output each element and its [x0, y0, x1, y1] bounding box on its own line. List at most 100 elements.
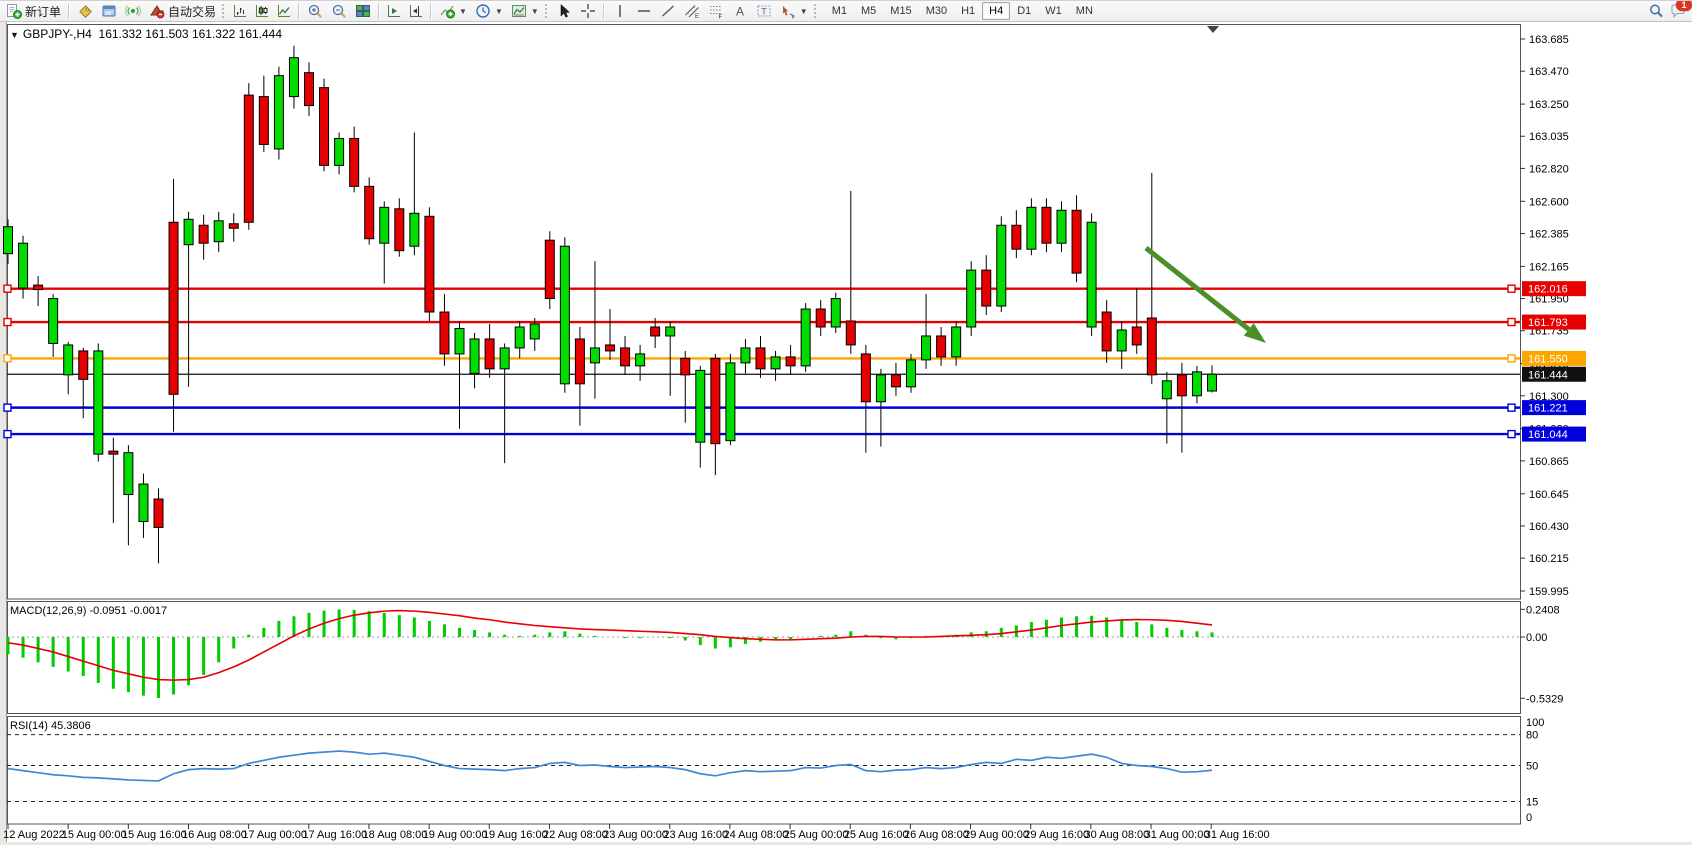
rsi-axis-label: 100: [1526, 717, 1544, 729]
timeframe-w1-button[interactable]: W1: [1045, 5, 1062, 17]
level-line-handle[interactable]: [3, 317, 12, 327]
auto-trading-button[interactable]: 自动交易: [145, 2, 220, 20]
chart-shift-button[interactable]: [405, 2, 427, 20]
candle-bearish: [1146, 317, 1157, 376]
tile-windows-button[interactable]: [351, 2, 375, 20]
candle-bearish: [981, 269, 992, 307]
channel-tool-button[interactable]: E: [680, 2, 704, 20]
chart-window[interactable]: 163.685 163.470 163.250 163.035 162.820 162.6…: [0, 22, 1692, 845]
time-axis-label: 16 Aug 08:00: [182, 829, 247, 841]
trendline-tool-button[interactable]: [656, 2, 680, 20]
symbol-period: GBPJPY-,H4: [22, 27, 92, 41]
notifications-button[interactable]: 1: [1670, 1, 1692, 19]
time-axis-label: 15 Aug 00:00: [62, 829, 127, 841]
chart-shift-marker-icon[interactable]: [1207, 26, 1219, 33]
bar-chart-mode-button[interactable]: [229, 2, 251, 20]
level-line-handle[interactable]: [1507, 354, 1516, 363]
level-price-tag: [1522, 400, 1586, 416]
level-line-handle[interactable]: [3, 403, 12, 412]
rsi-pane[interactable]: [7, 716, 1521, 825]
auto-trading-label: 自动交易: [168, 4, 217, 19]
candle-bullish: [559, 245, 570, 385]
time-axis-label: 25 Aug 16:00: [844, 829, 909, 841]
data-window-button[interactable]: [97, 2, 121, 20]
level-line-handle[interactable]: [3, 354, 12, 363]
level-line-handle[interactable]: [1507, 429, 1516, 439]
toolbar-grip[interactable]: [222, 4, 227, 18]
candle-bearish: [710, 357, 721, 445]
candle-bullish: [770, 356, 781, 370]
timeframe-m5-button[interactable]: M5: [861, 5, 877, 17]
toolbar-grip[interactable]: [544, 4, 550, 18]
timeframe-h4-button[interactable]: H4: [982, 2, 1011, 20]
collapse-triangle-icon[interactable]: ▼: [10, 30, 19, 40]
level-line-handle[interactable]: [1507, 284, 1516, 293]
timeframe-group: M1 M5 M15 M30 H1 H4 D1 W1 MN: [825, 2, 1100, 20]
timeframe-m30-button[interactable]: M30: [925, 5, 948, 17]
crosshair-tool-button[interactable]: [576, 2, 600, 20]
timeframe-mn-button[interactable]: MN: [1075, 5, 1093, 17]
market-watch-button[interactable]: [73, 2, 97, 20]
timeframe-m1-button[interactable]: M1: [831, 5, 847, 17]
clock-icon: [476, 4, 490, 18]
new-order-button[interactable]: 新订单: [2, 2, 65, 20]
fibonacci-tool-button[interactable]: F: [704, 2, 728, 20]
candle-bearish: [198, 224, 209, 244]
level-line-handle[interactable]: [1507, 403, 1516, 412]
macd-indicator-label: MACD(12,26,9) -0.0951 -0.0017: [10, 605, 168, 617]
zoom-out-button[interactable]: [327, 2, 351, 20]
candle-bullish: [1207, 373, 1217, 392]
vertical-line-tool-button[interactable]: [608, 2, 632, 20]
horizontal-line-tool-button[interactable]: [632, 2, 656, 20]
zoom-in-button[interactable]: [303, 2, 327, 20]
search-icon[interactable]: [1648, 3, 1664, 19]
zoom-out-icon: [332, 4, 346, 18]
signals-button[interactable]: [121, 2, 145, 20]
toolbar-grip[interactable]: [813, 4, 819, 18]
time-axis-label: 29 Aug 00:00: [964, 829, 1029, 841]
arrows-tool-button[interactable]: ▼: [776, 2, 812, 20]
candle-bullish: [1191, 371, 1202, 397]
vertical-line-icon: [619, 5, 621, 17]
candle-bearish: [319, 87, 330, 166]
time-axis-label: 25 Aug 00:00: [784, 829, 849, 841]
price-pane[interactable]: [7, 24, 1521, 600]
time-axis-label: 19 Aug 16:00: [483, 829, 548, 841]
level-line-handle[interactable]: [3, 284, 12, 293]
text-label-tool-button[interactable]: T: [752, 2, 776, 20]
periods-button[interactable]: ▼: [471, 2, 507, 20]
auto-scroll-button[interactable]: [383, 2, 405, 20]
macd-pane[interactable]: [7, 601, 1521, 714]
cursor-tool-button[interactable]: [552, 2, 576, 20]
timeframe-d1-button[interactable]: D1: [1017, 5, 1032, 17]
candle-bullish: [951, 326, 962, 358]
timeframe-h1-button[interactable]: H1: [961, 5, 976, 17]
level-line-handle[interactable]: [3, 429, 12, 439]
price-axis-label: 160.865: [1529, 456, 1569, 468]
candle-bearish: [1011, 224, 1022, 250]
price-axis-label: 160.430: [1529, 521, 1569, 533]
level-price-tag: [1522, 350, 1586, 366]
text-tool-button[interactable]: A: [728, 2, 752, 20]
candlestick-mode-button[interactable]: [251, 2, 273, 20]
candle-bearish: [815, 308, 826, 328]
price-axis-label: 163.470: [1529, 66, 1569, 78]
candle-bearish: [439, 311, 450, 355]
macd-axis-label: 0.2408: [1526, 604, 1560, 616]
trend-arrow-head[interactable]: [1243, 323, 1266, 343]
price-axis-label: 162.820: [1529, 163, 1569, 175]
indicators-button[interactable]: ▼: [435, 2, 471, 20]
candle-bearish: [484, 338, 495, 370]
line-chart-mode-button[interactable]: [273, 2, 295, 20]
level-line-handle[interactable]: [1507, 317, 1516, 327]
chart-canvas[interactable]: 163.685 163.470 163.250 163.035 162.820 162.6…: [0, 22, 1692, 845]
line-chart-icon: [278, 5, 291, 17]
time-axis-label: 30 Aug 08:00: [1084, 829, 1149, 841]
trend-arrow-line[interactable]: [1144, 246, 1251, 332]
level-price-tag-label: 161.550: [1528, 353, 1568, 365]
price-axis-label: 162.600: [1529, 196, 1569, 208]
timeframe-m15-button[interactable]: M15: [890, 5, 912, 17]
candle-bearish: [890, 374, 901, 388]
templates-button[interactable]: ▼: [507, 2, 543, 20]
separator: [68, 3, 71, 19]
